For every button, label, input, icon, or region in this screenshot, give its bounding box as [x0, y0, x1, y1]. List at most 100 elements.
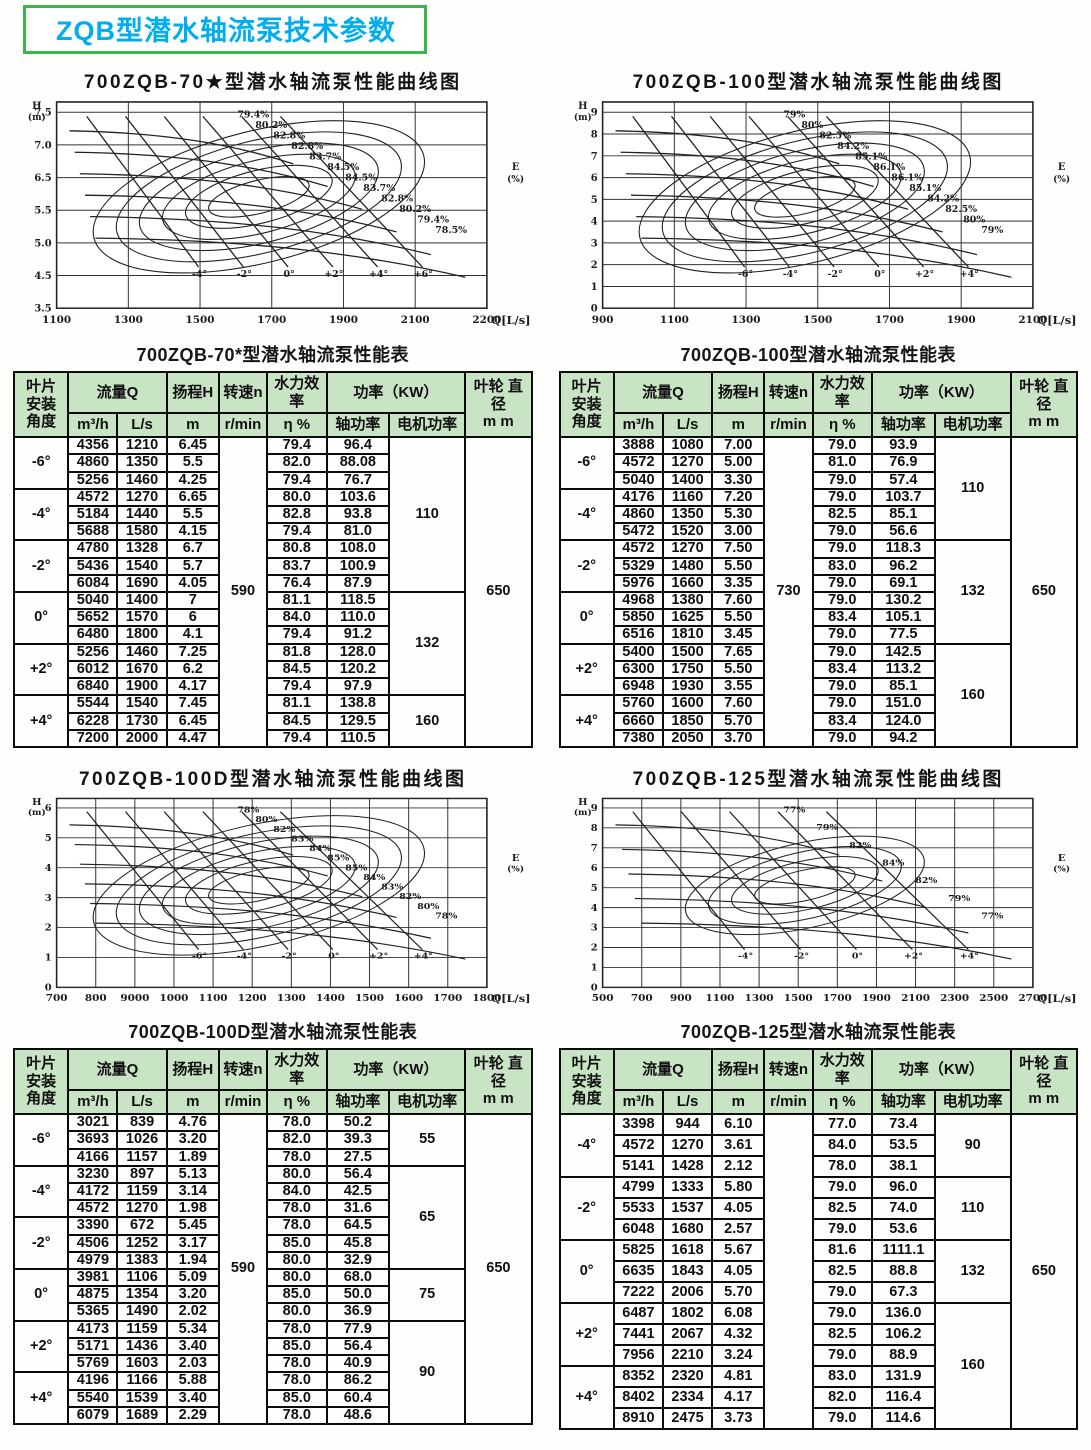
head-cell: 5.34 [165, 1319, 220, 1339]
efficiency-cell: 83.4 [811, 659, 874, 680]
head-flow-curve [634, 897, 969, 934]
head-cell: 1.94 [165, 1250, 220, 1271]
efficiency-label: 80% [801, 120, 823, 131]
y-tick-label: 5 [590, 883, 597, 894]
flow-ls-cell: 1157 [116, 1147, 168, 1167]
flow-m3h-cell: 5256 [67, 642, 119, 662]
efficiency-cell: 81.1 [266, 694, 328, 714]
header-speed: 转速n [217, 370, 269, 415]
blade-angle-cell: +4° [12, 1371, 70, 1425]
efficiency-cell: 82.5 [811, 504, 874, 525]
flow-m3h-cell: 8402 [612, 1386, 664, 1410]
efficiency-cell: 82.5 [811, 1197, 874, 1221]
x-tick-label: 900 [591, 314, 613, 326]
efficiency-cell: 80.0 [266, 1250, 328, 1271]
flow-m3h-cell: 3981 [67, 1268, 119, 1288]
flow-ls-cell: 1354 [116, 1285, 168, 1305]
header-flow-m3h: m³/h [612, 1089, 664, 1116]
flow-m3h-cell: 3398 [612, 1113, 664, 1137]
efficiency-cell: 76.4 [266, 573, 328, 594]
y-tick-label: 7.0 [34, 140, 51, 151]
x-tick-label: 2100 [901, 993, 930, 1004]
flow-m3h-cell: 5472 [612, 522, 664, 542]
x-tick-label: 700 [46, 993, 68, 1004]
head-cell: 4.81 [711, 1365, 766, 1389]
efficiency-cell: 83.0 [811, 1365, 874, 1389]
flow-m3h-cell: 5040 [67, 591, 119, 611]
head-cell: 7.60 [711, 591, 766, 611]
blade-angle-curve [728, 811, 857, 950]
plot-border [601, 797, 1034, 989]
efficiency-label: 82.5% [945, 204, 977, 215]
flow-ls-cell: 1480 [661, 556, 714, 576]
shaft-power-cell: 68.0 [325, 1268, 391, 1288]
head-cell: 3.35 [711, 573, 766, 594]
header-motor-power: 电机功率 [933, 1089, 1012, 1116]
shaft-power-cell: 76.9 [871, 453, 936, 473]
shaft-power-cell: 110.0 [325, 608, 391, 628]
blade-angle-curve [825, 115, 969, 268]
head-cell: 6.2 [165, 659, 220, 680]
table-row: 5365 1490 2.02 80.0 36.9 [14, 1302, 532, 1322]
x-tick-label: 2100 [1018, 314, 1047, 326]
efficiency-cell: 81.8 [266, 642, 328, 662]
y-tick-label: 4.5 [34, 271, 51, 282]
efficiency-label: 80.2% [255, 120, 287, 131]
table-row: 4572 1270 1.98 78.0 31.6 [14, 1199, 532, 1219]
flow-m3h-cell: 3390 [67, 1216, 119, 1236]
head-cell: 3.17 [165, 1233, 220, 1253]
table-row: 6079 1689 2.29 78.0 48.6 [14, 1405, 532, 1426]
x-tick-label: 900 [670, 993, 692, 1004]
header-power: 功率（KW） [871, 370, 1012, 415]
efficiency-cell: 82.0 [266, 453, 328, 473]
angle-label: +2° [324, 269, 343, 280]
efficiency-contour [184, 856, 333, 915]
table-row: +4° 4196 1166 5.88 78.0 86.2 [12, 1371, 532, 1425]
shaft-power-cell: 86.2 [325, 1371, 391, 1391]
flow-m3h-cell: 4166 [67, 1147, 119, 1167]
head-cell: 3.00 [711, 522, 766, 542]
blade-angle-cell: +2° [12, 1319, 70, 1374]
efficiency-cell: 79.0 [811, 728, 874, 749]
shaft-power-cell: 96.2 [871, 556, 936, 576]
flow-m3h-cell: 5256 [67, 470, 119, 490]
head-cell: 4.17 [711, 1386, 766, 1410]
angle-label: -4° [192, 269, 207, 280]
y-tick-label: 6 [590, 863, 597, 874]
shaft-power-cell: 39.3 [325, 1130, 391, 1150]
header-impeller-unit: m m [1028, 1090, 1060, 1108]
shaft-power-cell: 108.0 [325, 539, 391, 559]
shaft-power-cell: 85.1 [871, 677, 936, 697]
head-cell: 3.55 [711, 677, 766, 697]
efficiency-label: 84% [309, 844, 331, 854]
efficiency-label: 82.8% [291, 141, 323, 152]
head-cell: 5.50 [711, 659, 766, 680]
flow-ls-cell: 1106 [116, 1268, 168, 1288]
header-impeller: 叶轮 直径 m m [1009, 370, 1079, 439]
blade-angle-cell: -2° [558, 1176, 615, 1242]
x-axis-label: Q[L/s] [491, 313, 530, 327]
x-tick-label: 1600 [394, 993, 423, 1004]
head-cell: 5.88 [165, 1371, 220, 1391]
flow-ls-cell: 2320 [661, 1365, 714, 1389]
table-row: 7380 2050 3.70 79.0 94.2 [560, 728, 1078, 749]
y-tick-label: 7 [590, 843, 597, 854]
efficiency-cell: 78.0 [266, 1354, 328, 1374]
efficiency-cell: 79.0 [811, 591, 874, 611]
flow-ls-cell: 1350 [661, 504, 714, 525]
flow-ls-cell: 1460 [116, 470, 168, 490]
table-row: 4506 1252 3.17 85.0 45.8 [14, 1233, 532, 1253]
flow-ls-cell: 1810 [661, 625, 714, 645]
efficiency-contour [115, 131, 402, 263]
efficiency-label: 80% [417, 902, 439, 912]
y-tick-label: 8 [590, 130, 597, 141]
x-tick-label: 1300 [731, 314, 760, 326]
speed-cell [763, 1113, 814, 1431]
flow-ls-cell: 2475 [661, 1407, 714, 1431]
header-flow: 流量Q [612, 370, 714, 415]
x-tick-label: 1000 [160, 993, 189, 1004]
efficiency-contour [92, 815, 426, 956]
shaft-power-cell: 138.8 [325, 694, 391, 714]
blade-angle-cell: +2° [12, 642, 70, 697]
efficiency-label: 82% [273, 825, 295, 835]
